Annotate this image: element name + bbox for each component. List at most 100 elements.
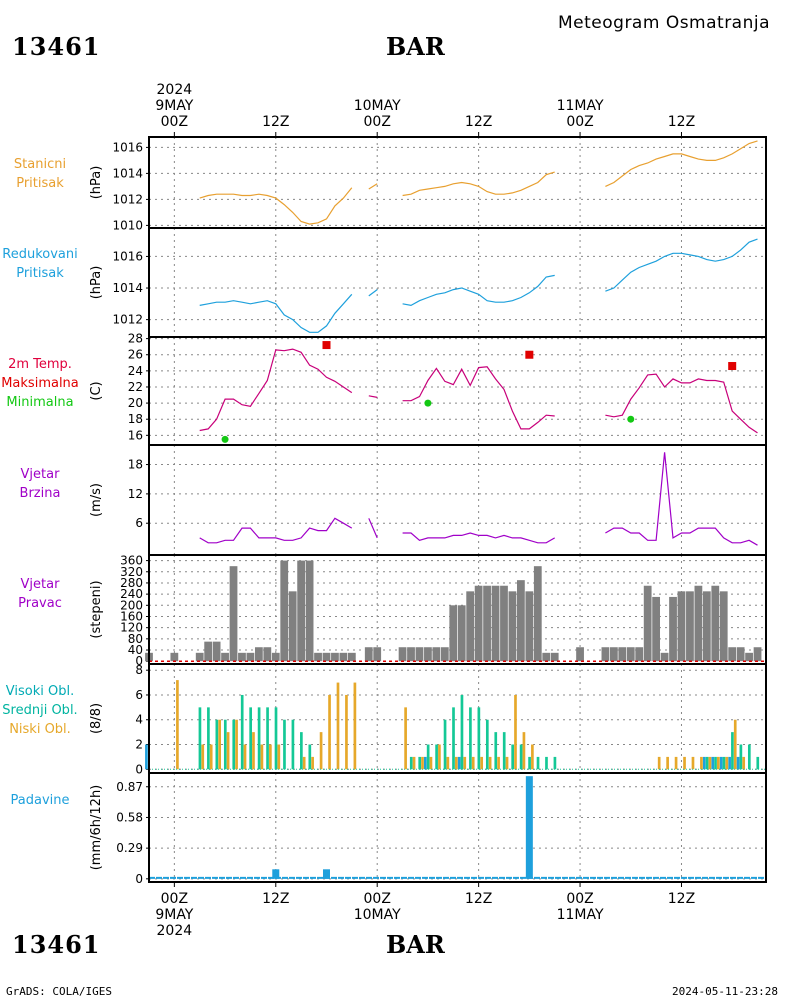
- cloud-bar: [494, 732, 498, 770]
- y-tick-label: 24: [128, 364, 143, 378]
- wind-dir-bar: [660, 652, 669, 662]
- precip-bar: [525, 776, 533, 879]
- wind-dir-bar: [373, 647, 382, 662]
- time-label-line: 2024: [156, 923, 193, 939]
- cloud-bar: [438, 744, 441, 770]
- cloud-bar: [226, 732, 230, 770]
- cloud-bar: [700, 756, 703, 770]
- y-tick-label: 360: [120, 554, 143, 568]
- cloud-bar: [705, 756, 709, 770]
- wind-dir-bar: [263, 647, 272, 662]
- cloud-bar: [418, 756, 422, 770]
- panel-label-line: Padavine: [10, 793, 70, 808]
- series-line: [199, 187, 353, 225]
- panel-label-line: Maksimalna: [1, 376, 79, 391]
- wind-dir-bar: [474, 585, 483, 662]
- wind-dir-bar: [204, 641, 213, 662]
- cloud-bar: [469, 707, 472, 770]
- cloud-bar: [429, 756, 433, 770]
- panel-label-precip: Padavine: [0, 791, 110, 810]
- wind-dir-bar: [238, 652, 246, 662]
- cloud-bar: [708, 756, 712, 770]
- unit-label: (8/8): [89, 703, 104, 734]
- cloud-bar: [714, 756, 717, 770]
- wind-dir-bar: [533, 566, 542, 662]
- wind-dir-bar: [483, 585, 491, 662]
- panel-frame: [148, 227, 767, 338]
- wind-dir-bar: [601, 647, 610, 662]
- cloud-bar: [511, 744, 515, 770]
- cloud-bar: [249, 707, 252, 770]
- y-tick-label: 26: [128, 348, 143, 362]
- cloud-bar: [505, 756, 509, 770]
- cloud-bar: [409, 756, 413, 770]
- y-tick-label: 0.58: [116, 810, 143, 824]
- series-line: [368, 183, 378, 190]
- precip-bar: [322, 869, 330, 879]
- series-line: [368, 518, 378, 539]
- cloud-bar: [209, 744, 213, 770]
- panel-label-wind_dir: Vjetar Pravac: [0, 575, 110, 613]
- panel-label-line: Stanicni: [13, 157, 67, 172]
- panel-precip: 0 0.29 0.58 0.87 (mm/6h/12h): [89, 772, 767, 886]
- time-label-line: 00Z: [566, 891, 594, 907]
- cloud-bar: [536, 756, 540, 770]
- cloud-bar: [452, 707, 455, 770]
- cloud-bar: [711, 756, 715, 770]
- cloud-bar: [235, 719, 238, 770]
- cloud-bar: [519, 744, 523, 770]
- cloud-bar: [207, 707, 210, 770]
- panel-label-line: Minimalna: [6, 395, 74, 410]
- unit-label: (mm/6h/12h): [89, 785, 104, 871]
- wind-dir-bar: [305, 560, 314, 662]
- cloud-bar: [488, 756, 492, 770]
- panel-label-line: Srednji Obl.: [2, 703, 78, 718]
- top-time-label: 12Z: [646, 114, 716, 130]
- y-tick-label: 240: [120, 587, 143, 601]
- time-label-line: 00Z: [363, 114, 391, 130]
- cloud-bar: [756, 756, 760, 770]
- wind-dir-bar: [271, 652, 280, 662]
- cloud-bar: [531, 744, 534, 770]
- cloud-bar: [243, 744, 247, 770]
- cloud-bar: [269, 744, 272, 770]
- wind-dir-bar: [525, 591, 534, 662]
- cloud-bar: [454, 756, 458, 770]
- time-label-line: 12Z: [667, 891, 696, 907]
- wind-dir-bar: [500, 585, 508, 662]
- cloud-bar: [198, 707, 202, 770]
- precip-bar: [272, 869, 280, 879]
- y-tick-label: 28: [128, 332, 143, 346]
- wind-dir-bar: [314, 652, 322, 662]
- series-line: [605, 452, 758, 546]
- y-tick-label: 280: [120, 576, 143, 590]
- wind-dir-bar: [550, 652, 559, 662]
- y-tick-label: 8: [135, 663, 143, 677]
- panel-label-line: Pritisak: [16, 176, 64, 191]
- cloud-bar: [336, 682, 340, 770]
- min-temp-marker: [627, 415, 635, 423]
- time-label-line: 9MAY: [155, 98, 194, 114]
- panel-frame: [148, 336, 767, 446]
- cloud-bar: [319, 732, 323, 770]
- cloud-bar: [302, 756, 306, 770]
- panel-label-line: Pravac: [18, 596, 62, 611]
- cloud-bar: [528, 756, 531, 770]
- top-time-label: 2024 9MAY 00Z: [139, 82, 209, 130]
- cloud-bar: [283, 719, 286, 770]
- cloud-bar: [443, 719, 447, 770]
- wind-dir-bar: [466, 591, 475, 662]
- y-tick-label: 0.29: [116, 841, 143, 855]
- cloud-bar: [463, 756, 467, 770]
- cloud-bar: [485, 719, 489, 770]
- cloud-bar: [300, 732, 303, 770]
- panel-wind_speed: 6 12 18 (m/s): [89, 444, 767, 556]
- wind-dir-bar: [686, 591, 694, 662]
- time-label-line: 12Z: [667, 114, 696, 130]
- y-tick-label: 200: [120, 598, 143, 612]
- y-tick-label: 80: [128, 632, 143, 646]
- wind-dir-bar: [449, 605, 458, 662]
- wind-dir-bar: [711, 585, 720, 662]
- cloud-bar: [731, 732, 734, 770]
